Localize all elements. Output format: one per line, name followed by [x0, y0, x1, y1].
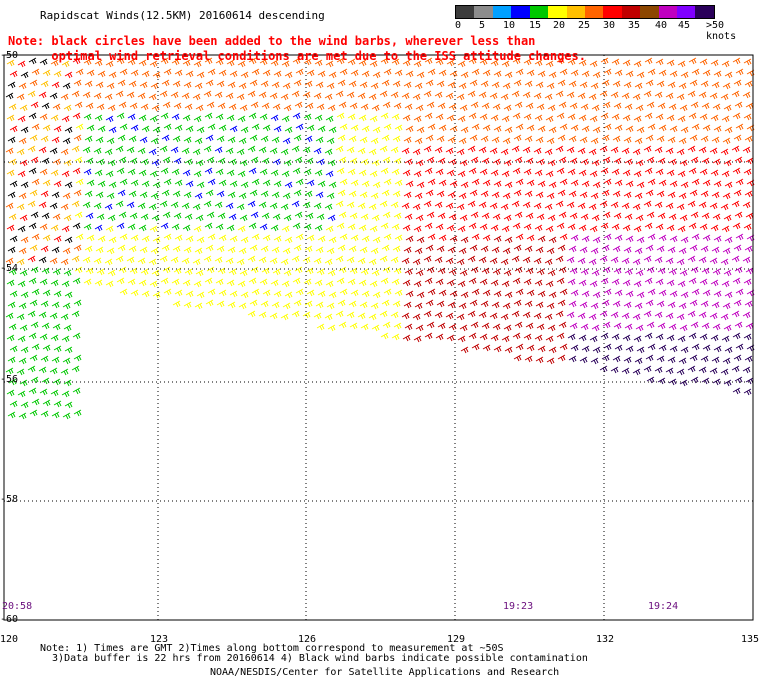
colorbar-swatch	[566, 6, 585, 18]
colorbar-swatch	[603, 6, 622, 18]
colorbar-labels: 0 5 10 15 20 25 30 35 40 45 >50 knots	[448, 20, 758, 42]
lon-label: 123	[150, 634, 169, 645]
lon-label: 129	[447, 634, 466, 645]
wind-barb-field	[5, 57, 755, 420]
time-label: 19:24	[648, 601, 679, 612]
colorbar-swatch	[456, 6, 475, 18]
colorbar-swatch	[621, 6, 641, 18]
wind-barb-group	[401, 235, 568, 365]
colorbar-label: 10	[503, 20, 516, 31]
lon-label: 135	[741, 634, 760, 645]
lat-label: -58	[0, 494, 19, 505]
map-frame	[3, 54, 754, 621]
colorbar-label: 40	[655, 20, 668, 31]
lon-label: 126	[298, 634, 317, 645]
colorbar-label: 25	[578, 20, 591, 31]
note-line-1: Note: black circles have been added to t…	[8, 34, 536, 48]
lon-label: 132	[596, 634, 615, 645]
wind-barb-group	[5, 57, 81, 264]
credit-line: NOAA/NESDIS/Center for Satellite Applica…	[210, 667, 560, 678]
colorbar-label: 45	[678, 20, 691, 31]
wind-barb-group	[566, 233, 755, 332]
lat-label: -50	[0, 50, 19, 61]
note-line-2: optimal wind retrieval conditions are me…	[8, 49, 586, 63]
colorbar-label: 35	[628, 20, 641, 31]
lat-label: -60	[0, 614, 19, 625]
time-label: 19:23	[503, 601, 534, 612]
colorbar-label: 5	[479, 20, 486, 31]
map-title: Rapidscat Winds(12.5KM) 20160614 descend…	[40, 9, 325, 22]
colorbar-label: 0	[455, 20, 462, 31]
wind-speed-colorbar	[455, 5, 715, 19]
colorbar-swatch	[695, 6, 714, 18]
lon-label: 120	[0, 634, 19, 645]
wind-barb-group	[5, 112, 337, 420]
wind-barb-group	[5, 57, 755, 266]
colorbar-swatch	[548, 6, 567, 18]
wind-barb-group	[6, 57, 755, 263]
footnote-line-2: 3)Data buffer is 22 hrs from 20160614 4)…	[40, 653, 588, 664]
colorbar-swatch	[640, 6, 659, 18]
footnote-line-1: Note: 1) Times are GMT 2)Times along bot…	[40, 643, 504, 654]
colorbar-label: 15	[529, 20, 542, 31]
colorbar-label: >50 knots	[706, 20, 737, 42]
time-label: 20:58	[2, 601, 33, 612]
wind-barb-group	[83, 112, 336, 232]
colorbar-swatch	[529, 6, 549, 18]
map-grid	[4, 55, 753, 620]
wind-barb-group	[74, 112, 403, 341]
ranking-note: Note: black circles have been added to t…	[8, 34, 586, 64]
wind-barb-group	[6, 59, 80, 266]
colorbar-swatch	[584, 6, 604, 18]
colorbar-swatch	[492, 6, 512, 18]
colorbar-label: 20	[553, 20, 566, 31]
colorbar-swatch	[677, 6, 696, 18]
lat-label: -54	[0, 263, 19, 274]
wind-barb-group	[567, 332, 755, 396]
colorbar-label: 30	[603, 20, 616, 31]
colorbar-swatch	[474, 6, 493, 18]
lat-label: -56	[0, 374, 19, 385]
colorbar-swatch	[511, 6, 530, 18]
colorbar-swatch	[658, 6, 678, 18]
